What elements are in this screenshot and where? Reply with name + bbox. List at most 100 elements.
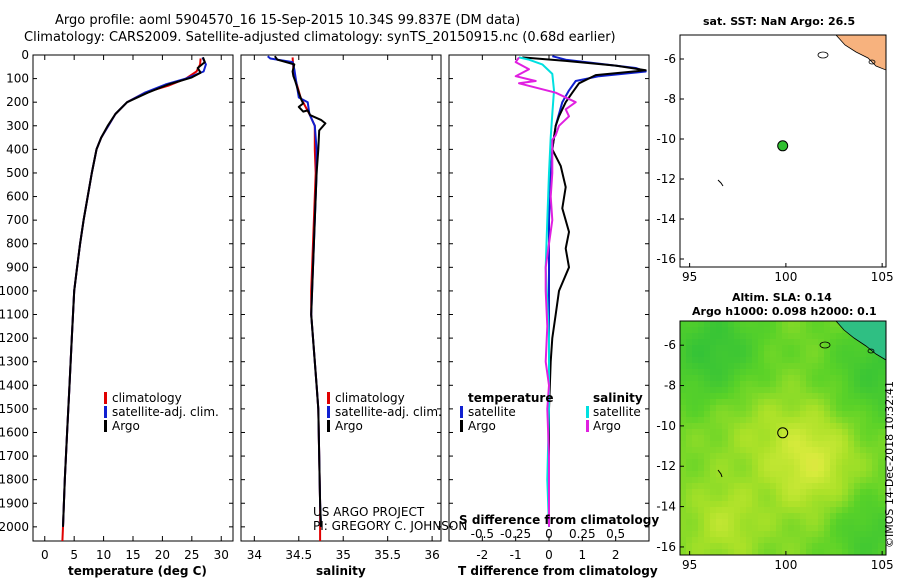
sla-heatmap-cell <box>818 519 825 526</box>
sla-heatmap-cell <box>728 375 735 382</box>
sla-heatmap-cell <box>716 435 723 442</box>
sla-heatmap-cell <box>824 405 831 412</box>
sla-heatmap-cell <box>746 543 753 550</box>
sla-heatmap-cell <box>866 375 873 382</box>
sla-heatmap-cell <box>686 327 693 334</box>
sla-heatmap-cell <box>806 453 813 460</box>
sla-heatmap-cell <box>794 375 801 382</box>
sla-heatmap-cell <box>734 357 741 364</box>
sst-map-title: sat. SST: NaN Argo: 26.5 <box>703 15 855 28</box>
sla-heatmap-cell <box>722 387 729 394</box>
sla-map-title-line1: Altim. SLA: 0.14 <box>732 291 832 304</box>
sla-heatmap-cell <box>824 417 831 424</box>
sla-heatmap-cell <box>788 531 795 538</box>
sla-heatmap-cell <box>770 345 777 352</box>
sla-heatmap-cell <box>740 399 747 406</box>
salinity-legend: climatology satellite-adj. clim. Argo <box>327 391 442 433</box>
sla-heatmap-cell <box>776 513 783 520</box>
sla-heatmap-cell <box>884 393 886 400</box>
sla-heatmap-cell <box>728 453 735 460</box>
sla-heatmap-cell <box>710 441 717 448</box>
sla-heatmap-cell <box>758 417 765 424</box>
sla-heatmap-cell <box>806 399 813 406</box>
sla-heatmap-cell <box>878 453 885 460</box>
sla-heatmap-cell <box>716 393 723 400</box>
sla-heatmap-cell <box>842 507 849 514</box>
sla-heatmap-cell <box>710 501 717 508</box>
sla-heatmap-cell <box>854 441 861 448</box>
sla-heatmap-cell <box>716 513 723 520</box>
sla-heatmap-cell <box>878 471 885 478</box>
sla-heatmap-cell <box>824 537 831 544</box>
sla-heatmap-cell <box>884 495 886 502</box>
sla-heatmap-cell <box>734 381 741 388</box>
sla-heatmap-cell <box>884 405 886 412</box>
sla-heatmap-cell <box>740 345 747 352</box>
sla-heatmap-cell <box>878 483 885 490</box>
sla-heatmap-cell <box>878 513 885 520</box>
sla-map-small-island <box>717 469 723 478</box>
sla-heatmap-cell <box>710 513 717 520</box>
sla-heatmap-cell <box>860 531 867 538</box>
sla-heatmap-cell <box>686 495 693 502</box>
sla-heatmap-cell <box>866 411 873 418</box>
sla-heatmap-cell <box>710 321 717 328</box>
sla-heatmap-cell <box>692 435 699 442</box>
sla-heatmap-cell <box>764 393 771 400</box>
sla-heatmap-cell <box>836 369 843 376</box>
sla-heatmap-cell <box>884 423 886 430</box>
sla-heatmap-cell <box>680 513 687 520</box>
sla-heatmap-cell <box>788 369 795 376</box>
sla-heatmap-cell <box>758 333 765 340</box>
sla-heatmap-cell <box>698 423 705 430</box>
sla-heatmap-cell <box>704 399 711 406</box>
sla-heatmap-cell <box>800 465 807 472</box>
sla-heatmap-cell <box>848 465 855 472</box>
sla-heatmap-cell <box>872 417 879 424</box>
sla-heatmap-cell <box>842 405 849 412</box>
sla-heatmap-cell <box>740 495 747 502</box>
sla-heatmap-cell <box>818 489 825 496</box>
sla-heatmap-cell <box>836 507 843 514</box>
sla-heatmap-cell <box>776 441 783 448</box>
sla-heatmap-cell <box>758 399 765 406</box>
sla-heatmap-cell <box>776 519 783 526</box>
sla-heatmap-cell <box>728 471 735 478</box>
sla-heatmap-cell <box>686 411 693 418</box>
depth-tick-label: 100 <box>6 72 29 86</box>
sla-heatmap-cell <box>788 465 795 472</box>
sla-heatmap-cell <box>704 405 711 412</box>
sla-heatmap-cell <box>764 339 771 346</box>
sla-heatmap-cell <box>884 453 886 460</box>
depth-axis-labels: 0 100 200 300 400 500 600 700 800 900 1000 1100 1200… <box>0 48 29 534</box>
sla-heatmap-cell <box>722 381 729 388</box>
sla-heatmap-cell <box>800 375 807 382</box>
sla-heatmap-cell <box>686 471 693 478</box>
sla-heatmap-cell <box>794 423 801 430</box>
sla-heatmap-cell <box>884 519 886 526</box>
sla-heatmap-cell <box>746 489 753 496</box>
sla-heatmap-cell <box>764 489 771 496</box>
sla-heatmap-cell <box>752 333 759 340</box>
sla-heatmap-cell <box>824 513 831 520</box>
sla-heatmap-cell <box>692 387 699 394</box>
sla-heatmap-cell <box>872 411 879 418</box>
sla-heatmap-cell <box>824 411 831 418</box>
sla-heatmap-cell <box>692 375 699 382</box>
x-tick-label: 35 <box>336 548 351 562</box>
sla-heatmap-cell <box>788 441 795 448</box>
sla-heatmap-cell <box>842 333 849 340</box>
temperature-panel: 0 5 10 15 20 25 30 temperature (deg C) climato… <box>32 54 234 578</box>
sla-heatmap-cell <box>842 495 849 502</box>
sla-heatmap-cell <box>866 381 873 388</box>
sla-heatmap-cell <box>740 369 747 376</box>
sla-heatmap-cell <box>758 501 765 508</box>
sla-heatmap-cell <box>878 363 885 370</box>
sla-heatmap-cell <box>740 327 747 334</box>
sla-heatmap-cell <box>740 333 747 340</box>
sla-heatmap-cell <box>716 531 723 538</box>
sla-heatmap-cell <box>722 351 729 358</box>
sla-heatmap-cell <box>734 339 741 346</box>
figure-title-line1: Argo profile: aoml 5904570_16 15-Sep-201… <box>55 13 520 28</box>
sla-heatmap-cell <box>824 465 831 472</box>
